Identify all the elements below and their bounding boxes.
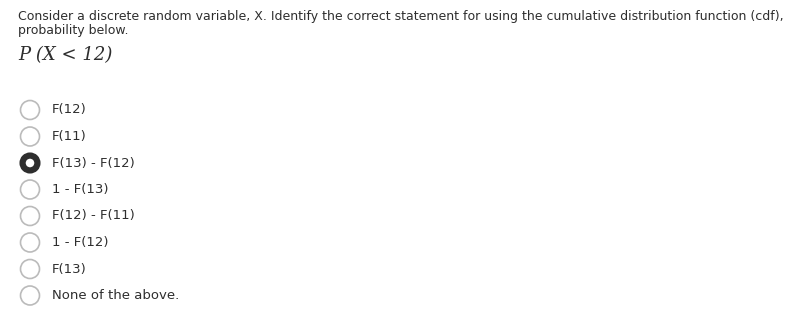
Circle shape [20, 180, 39, 199]
Text: F(11): F(11) [52, 130, 86, 143]
Text: F(12) - F(11): F(12) - F(11) [52, 210, 134, 222]
Circle shape [20, 154, 39, 173]
Circle shape [20, 259, 39, 278]
Circle shape [20, 207, 39, 226]
Text: F(12): F(12) [52, 104, 86, 116]
Text: 1 - F(12): 1 - F(12) [52, 236, 108, 249]
Circle shape [20, 100, 39, 119]
Text: 1 - F(13): 1 - F(13) [52, 183, 108, 196]
Circle shape [26, 159, 35, 167]
Text: F(13) - F(12): F(13) - F(12) [52, 156, 134, 170]
Circle shape [20, 233, 39, 252]
Circle shape [20, 286, 39, 305]
Text: probability below.: probability below. [18, 24, 128, 37]
Circle shape [20, 127, 39, 146]
Text: Consider a discrete random variable, X. Identify the correct statement for using: Consider a discrete random variable, X. … [18, 10, 786, 23]
Text: None of the above.: None of the above. [52, 289, 179, 302]
Text: F(13): F(13) [52, 262, 86, 276]
Text: P (X < 12): P (X < 12) [18, 46, 112, 64]
